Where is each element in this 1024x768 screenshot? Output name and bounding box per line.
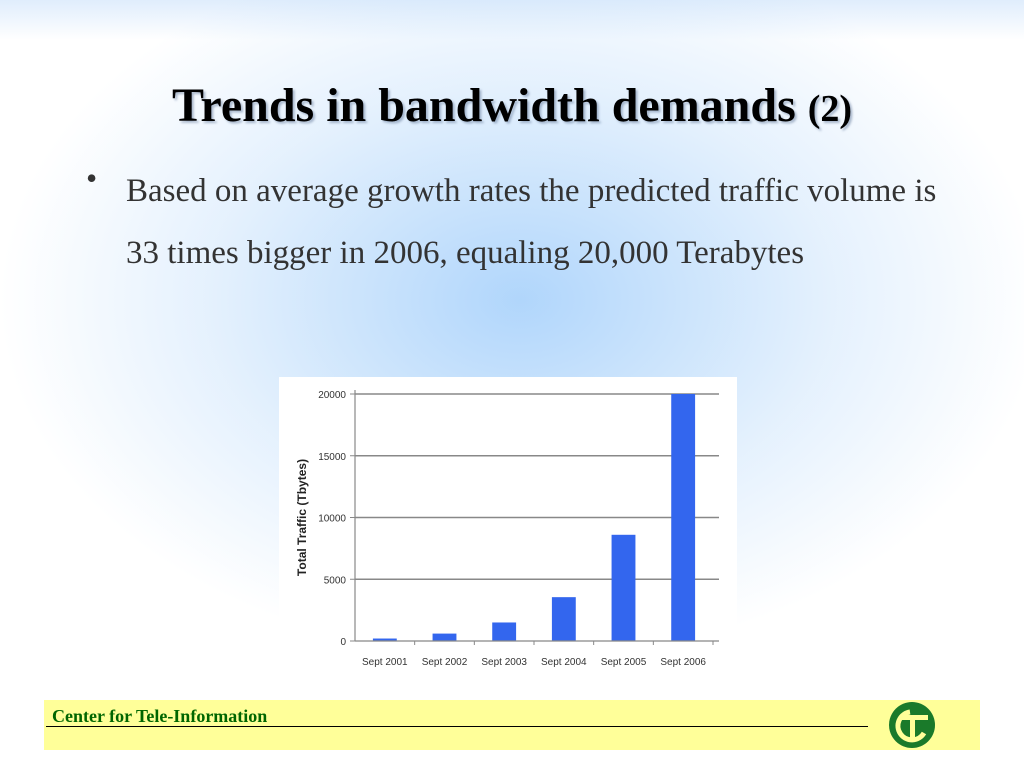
bar [372, 638, 397, 641]
y-tick-label: 5000 [324, 575, 347, 586]
x-tick-label: Sept 2002 [422, 657, 468, 668]
bar [492, 622, 517, 641]
y-tick-label: 0 [340, 637, 346, 648]
slide-title: Trends in bandwidth demands (2) [0, 78, 1024, 133]
title-main: Trends in bandwidth demands [171, 79, 796, 132]
bar [611, 534, 636, 641]
x-tick-label: Sept 2005 [601, 657, 647, 668]
y-tick-label: 10000 [318, 514, 346, 525]
footer-bar: Center for Tele-Information [44, 700, 980, 750]
bar-chart: 0 5000 10000 15000 20000 Sept 2001 Sept 2002 Se… [279, 377, 737, 677]
bar [432, 633, 457, 641]
y-tick-label: 15000 [318, 452, 346, 463]
cti-logo-icon [889, 702, 935, 748]
y-axis-label: Total Traffic (Tbytes) [295, 459, 309, 576]
bullet-text: Based on average growth rates the predic… [126, 173, 937, 271]
x-tick-label: Sept 2001 [362, 657, 408, 668]
footer-divider [46, 726, 868, 727]
bullet-dot-icon: • [86, 160, 98, 196]
bar [551, 597, 576, 641]
x-tick-label: Sept 2004 [541, 657, 587, 668]
bar [671, 394, 696, 641]
title-suffix: (2) [807, 88, 853, 130]
x-tick-label: Sept 2006 [660, 657, 706, 668]
footer-text: Center for Tele-Information [52, 706, 268, 726]
y-tick-label: 20000 [318, 390, 346, 401]
x-tick-label: Sept 2003 [481, 657, 527, 668]
chart-svg: 0 5000 10000 15000 20000 Sept 2001 Sept 2002 Se… [295, 390, 719, 668]
